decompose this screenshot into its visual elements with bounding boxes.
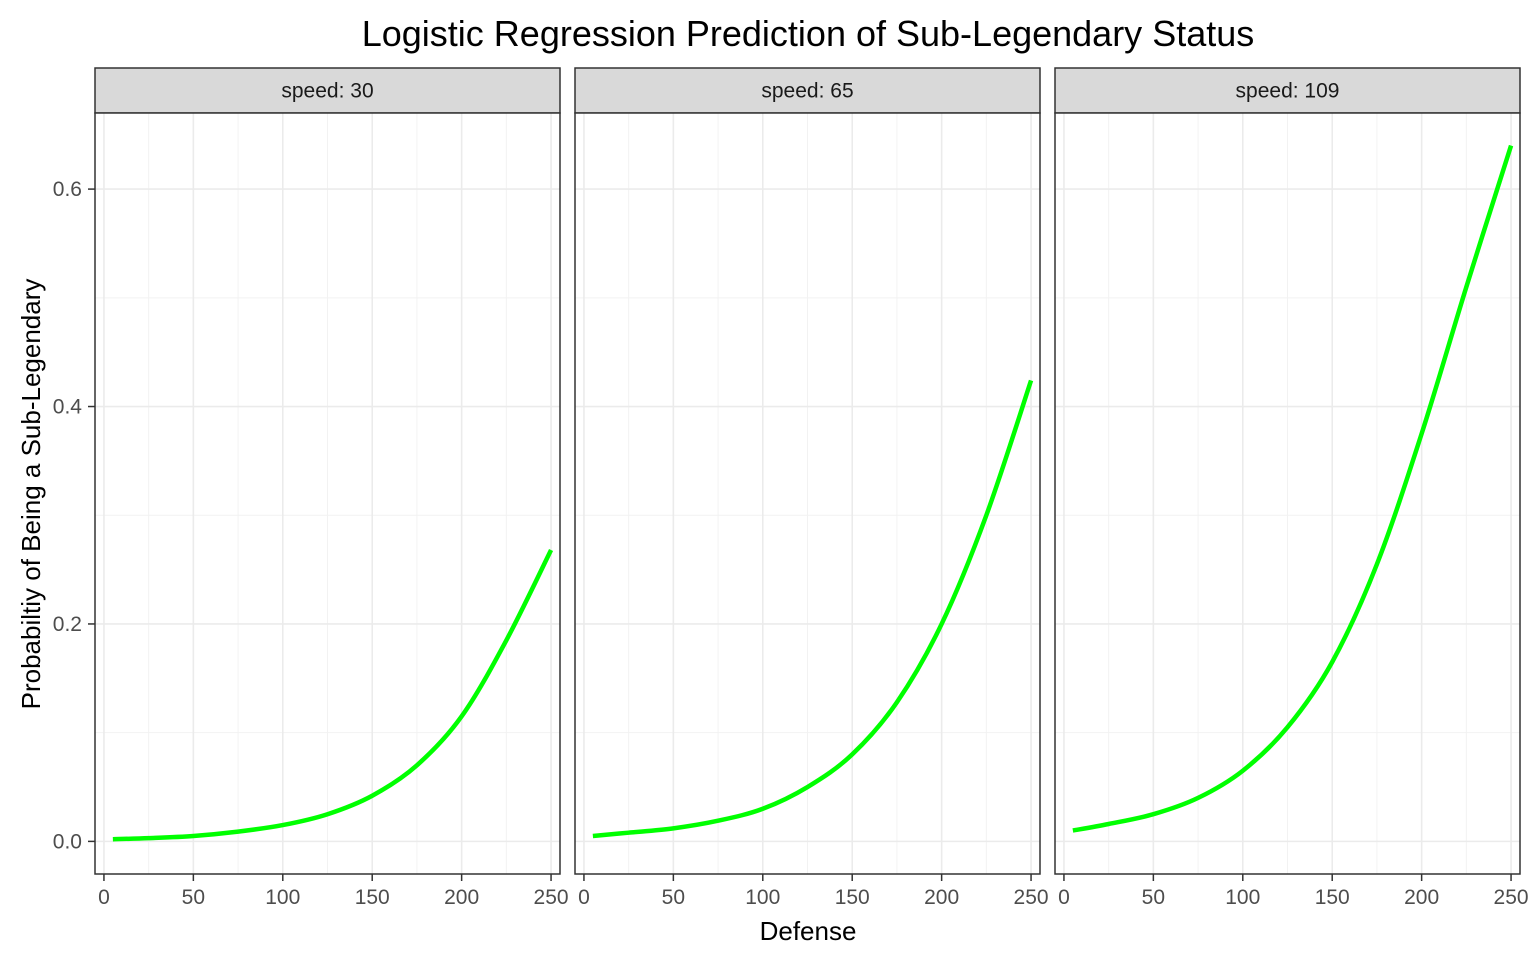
x-tick-label: 250	[1014, 886, 1049, 909]
facet-panel: speed: 30 0 50 100 150 200 250	[94, 67, 569, 909]
x-tick-label: 0	[1058, 886, 1070, 909]
facet-strip-label: speed: 30	[281, 80, 373, 103]
x-tick-label: 200	[924, 886, 959, 909]
facet-strip	[94, 67, 561, 114]
chart-title: Logistic Regression Prediction of Sub-Le…	[362, 13, 1255, 54]
prediction-line	[112, 549, 554, 842]
x-tick-label: 50	[182, 886, 205, 909]
x-tick-label: 100	[1225, 886, 1260, 909]
y-tick-label: 0.2	[53, 613, 82, 636]
x-tick-label: 100	[265, 886, 300, 909]
x-tick-label: 250	[534, 886, 569, 909]
x-tick-label: 200	[444, 886, 479, 909]
prediction-line	[592, 379, 1034, 839]
facet-strip	[1054, 67, 1521, 114]
x-tick-label: 50	[1142, 886, 1165, 909]
y-tick-label: 0.4	[53, 396, 83, 419]
x-axis-title: Defense	[760, 916, 857, 946]
y-tick-label: 0.0	[53, 830, 82, 853]
x-tick-label: 150	[835, 886, 870, 909]
x-tick-label: 150	[355, 886, 390, 909]
panel-border	[94, 112, 561, 875]
x-tick-label: 50	[662, 886, 685, 909]
facet-panel: speed: 65 0 50 100 150 200 250	[574, 67, 1049, 909]
y-tick-label: 0.6	[53, 178, 82, 201]
panel-border	[574, 112, 1041, 875]
x-tick-label: 0	[98, 886, 110, 909]
facet-strip-label: speed: 65	[761, 80, 853, 103]
prediction-line	[1072, 144, 1514, 833]
facet-panel: speed: 109 0 50 100 150 200 250	[1054, 67, 1529, 909]
x-tick-label: 150	[1315, 886, 1350, 909]
y-axis: 0.0 0.2 0.4 0.6	[53, 178, 95, 853]
facet-strip	[574, 67, 1041, 114]
facet-panels: speed: 30 0 50 100 150 200 250 speed: 65 0 50 100 1…	[94, 67, 1529, 909]
x-tick-label: 100	[745, 886, 780, 909]
y-axis-title: Probabiltiy of Being a Sub-Legendary	[16, 279, 46, 710]
x-tick-label: 250	[1494, 886, 1529, 909]
x-tick-label: 0	[578, 886, 590, 909]
facet-strip-label: speed: 109	[1236, 80, 1340, 103]
panel-border	[1054, 112, 1521, 875]
x-tick-label: 200	[1404, 886, 1439, 909]
